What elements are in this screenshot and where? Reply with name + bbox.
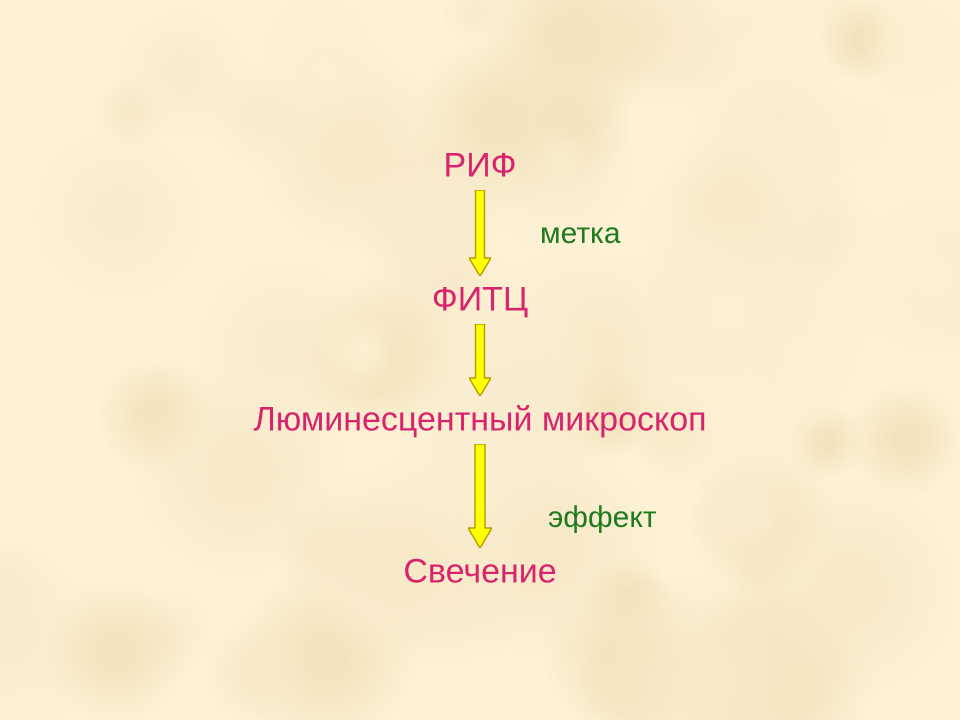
node-rif: РИФ [444,147,517,186]
node-microscope: Люминесцентный микроскоп [253,401,706,440]
arrow-fitc-to-microscope [469,324,491,396]
node-fitc: ФИТЦ [432,281,528,320]
node-label-eff: эффект [548,501,657,535]
arrow-microscope-to-glow [468,444,492,548]
node-glow: Свечение [403,553,556,592]
diagram-canvas: РИФ метка ФИТЦ Люминесцентный микроскоп эффе… [0,0,960,720]
node-label-mark: метка [540,217,621,251]
arrow-rif-to-fitc [469,190,491,276]
